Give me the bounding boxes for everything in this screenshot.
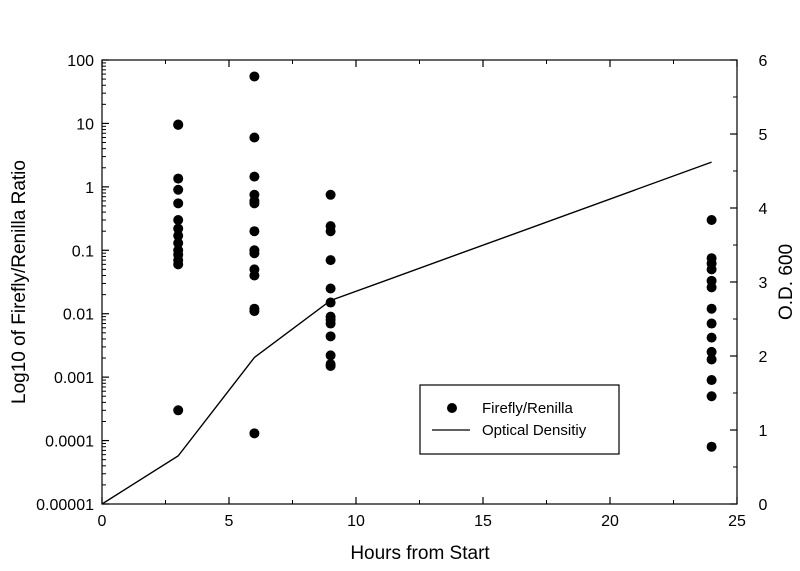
data-point [706,346,717,357]
data-point [706,441,717,452]
y-tick-label: 1 [85,180,94,197]
data-point [325,283,336,294]
y-tick-label: 10 [76,116,94,133]
y2-tick-label: 5 [759,127,768,144]
data-point [249,306,260,317]
data-point [706,391,717,402]
data-point [706,215,717,226]
x-tick-label: 25 [728,513,746,530]
y2-tick-label: 3 [759,275,768,292]
y-tick-label: 0.1 [72,243,94,260]
data-point [173,215,184,226]
data-point [173,230,184,241]
data-point [173,238,184,249]
y-tick-label: 100 [67,53,94,70]
y2-tick-label: 0 [759,497,768,514]
x-tick-label: 20 [601,513,619,530]
data-point [249,71,260,82]
y-tick-label: 0.0001 [45,434,94,451]
data-point [706,303,717,314]
data-point [706,318,717,329]
x-tick-label: 0 [98,513,107,530]
x-tick-label: 15 [474,513,492,530]
data-point [173,184,184,195]
legend-marker-firefly-renilla [447,403,457,413]
data-point [173,119,184,130]
y2-tick-label: 4 [759,201,768,218]
y-tick-label: 0.001 [54,370,94,387]
data-point [325,331,336,342]
optical-density-line [101,161,712,505]
y2-axis-title: O.D. 600 [776,244,797,320]
optical-density-layer [101,161,712,505]
legend-label-optical-density: Optical Densitiy [482,422,587,439]
data-point [325,226,336,237]
data-point [249,198,260,209]
x-axis-title: Hours from Start [350,543,490,564]
data-point [325,318,336,329]
x-tick-label: 5 [225,513,234,530]
data-point [249,171,260,182]
x-tick-label: 10 [347,513,365,530]
data-point [173,259,184,270]
data-point [706,375,717,386]
data-point [325,255,336,266]
axis-ticks: 0 5 10 15 20 250.000010.00010.0010.010.111010… [36,53,767,530]
data-point [249,132,260,143]
data-point [249,248,260,259]
y2-tick-label: 6 [759,53,768,70]
y2-tick-label: 1 [759,423,768,440]
data-point [173,173,184,184]
legend-box [419,384,620,455]
firefly-renilla-points [173,71,717,452]
data-point [706,264,717,275]
data-point [706,282,717,293]
data-point [249,226,260,237]
y-tick-label: 0.01 [63,307,94,324]
data-point [325,350,336,361]
data-point [173,223,184,234]
data-point [325,359,336,370]
y-axis-title: Log10 of Firefly/Renilla Ratio [9,160,30,404]
data-point [325,297,336,308]
y2-tick-label: 2 [759,349,768,366]
data-point [173,198,184,209]
data-point [173,405,184,416]
data-point [249,428,260,439]
legend: Firefly/Renilla Optical Densitiy [419,384,620,455]
data-point [249,270,260,281]
y-tick-label: 0.00001 [36,497,94,514]
data-point [325,189,336,200]
data-point [706,332,717,343]
legend-label-firefly-renilla: Firefly/Renilla [482,400,574,417]
data-point [706,354,717,365]
